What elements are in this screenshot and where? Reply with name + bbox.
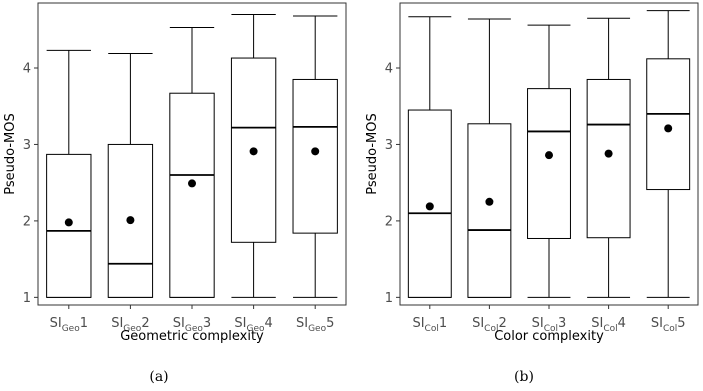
y-tick-label: 4: [385, 61, 393, 76]
x-tick-label-subscript: Geo: [246, 324, 265, 334]
x-tick-label: SICol1: [412, 316, 447, 334]
y-tick-label: 3: [23, 138, 31, 153]
mean-point: [604, 149, 613, 158]
x-tick-label-base: SI: [472, 316, 484, 331]
mean-point: [545, 151, 553, 160]
panel-caption: (b): [514, 369, 534, 385]
box: [407, 109, 452, 298]
x-tick-label: SIGeo2: [111, 316, 149, 334]
x-tick-label-number: 3: [203, 316, 211, 331]
x-tick-label-number: 2: [141, 316, 149, 331]
x-axis-title: Color complexity: [494, 329, 604, 344]
x-tick-label-number: 3: [558, 316, 566, 331]
x-tick-label-base: SI: [412, 316, 424, 331]
box: [292, 78, 338, 234]
x-tick-label-base: SI: [173, 316, 185, 331]
box: [169, 92, 215, 298]
y-tick-label: 2: [23, 214, 31, 229]
x-tick-label: SIGeo1: [50, 316, 88, 334]
x-tick-label-base: SI: [651, 316, 663, 331]
x-tick-label-number: 1: [439, 316, 447, 331]
x-tick-label-base: SI: [591, 316, 603, 331]
x-tick-label-subscript: Geo: [123, 324, 142, 334]
x-tick-label-base: SI: [532, 316, 544, 331]
x-tick-label-subscript: Col: [663, 324, 677, 334]
mean-point: [64, 218, 73, 227]
mean-point: [311, 147, 320, 156]
x-tick-label-subscript: Col: [425, 324, 439, 334]
mean-point: [126, 216, 135, 225]
x-tick-label-number: 1: [80, 316, 88, 331]
x-tick-label: SIGeo4: [234, 316, 272, 334]
x-tick-label-number: 5: [326, 316, 334, 331]
x-tick-label: SICol4: [591, 316, 626, 334]
x-tick-label-base: SI: [111, 316, 123, 331]
x-tick-label: SICol5: [651, 316, 686, 334]
mean-point: [664, 124, 673, 133]
x-tick-label-subscript: Geo: [185, 324, 204, 334]
x-tick-label-base: SI: [234, 316, 246, 331]
mean-point: [485, 197, 494, 206]
x-tick-label-number: 2: [498, 316, 506, 331]
mean-point: [425, 202, 434, 211]
y-tick-label: 4: [23, 61, 31, 76]
x-tick-label-subscript: Geo: [62, 324, 81, 334]
box: [586, 78, 631, 239]
x-tick-label-subscript: Col: [603, 324, 617, 334]
x-axis-title: Geometric complexity: [120, 329, 264, 344]
x-tick-label: SICol2: [472, 316, 507, 334]
x-tick-label: SICol3: [532, 316, 567, 334]
x-tick-label-number: 4: [265, 316, 273, 331]
x-tick-label: SIGeo3: [173, 316, 211, 334]
x-tick-label-number: 4: [618, 316, 626, 331]
mean-point: [188, 179, 196, 188]
mean-point: [249, 147, 258, 156]
x-tick-label-base: SI: [50, 316, 62, 331]
box: [467, 123, 512, 298]
x-tick-label-base: SI: [296, 316, 308, 331]
x-tick-label-number: 5: [677, 316, 685, 331]
y-tick-label: 3: [385, 138, 393, 153]
x-tick-label: SIGeo5: [296, 316, 334, 334]
panel-caption: (a): [149, 369, 168, 385]
x-tick-label-subscript: Geo: [308, 324, 327, 334]
y-axis-title: Pseudo-MOS: [3, 113, 18, 194]
box: [527, 88, 571, 239]
x-tick-label-subscript: Col: [544, 324, 558, 334]
y-axis-title: Pseudo-MOS: [365, 113, 380, 194]
box: [646, 58, 691, 191]
x-tick-label-subscript: Col: [484, 324, 498, 334]
y-tick-label: 1: [385, 291, 393, 306]
y-tick-label: 1: [23, 291, 31, 306]
y-tick-label: 2: [385, 214, 393, 229]
